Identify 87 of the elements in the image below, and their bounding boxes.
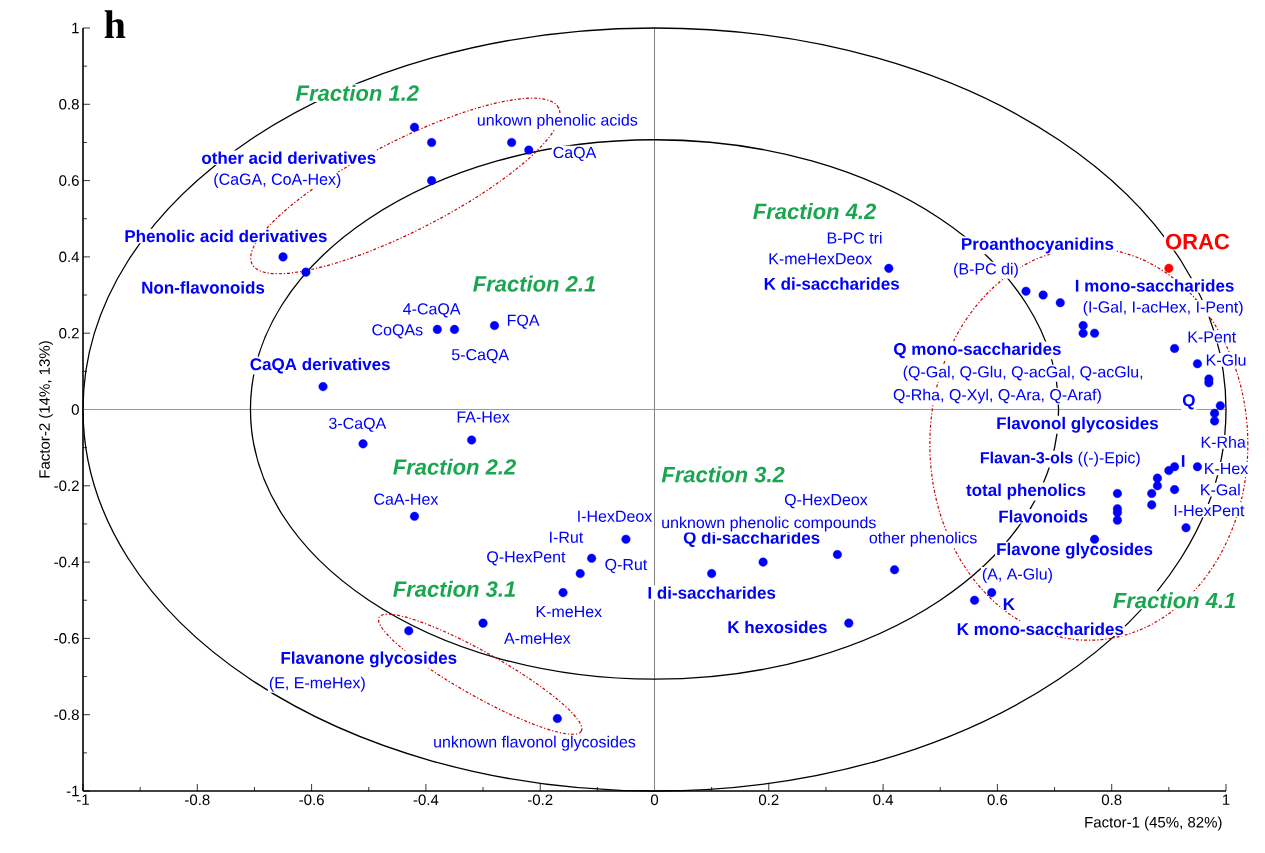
annotation: CoQAs [372, 324, 423, 339]
annotation: K hexosides [728, 620, 827, 634]
annotation: unknown flavonol glycosides [434, 735, 636, 751]
annotation: (B-PC di) [954, 262, 1018, 278]
annotation: Fraction 3.2 [661, 466, 785, 483]
annotation: I-HexDeox [578, 510, 653, 522]
annotation: Flavonoids [999, 510, 1088, 523]
annotation: Phenolic acid derivatives [125, 229, 327, 243]
annotation: Fraction 3.1 [393, 580, 516, 597]
y-tick-label: -0.4 [54, 556, 80, 568]
annotation: Fraction 2.1 [473, 275, 596, 292]
x-tick-label: -0.2 [527, 794, 553, 806]
y-axis-title: Factor-2 (14%, 13%) [38, 341, 53, 478]
annotation: Q-Rha, Q-Xyl, Q-Ara, Q-Araf) [893, 388, 1101, 404]
annotation: (A, A-Glu) [982, 568, 1052, 583]
x-tick-label: -0.6 [299, 794, 324, 806]
annotation: Proanthocyanidins [962, 237, 1114, 254]
annotation: Non-flavonoids [142, 281, 265, 294]
annotation: K-Hex [1205, 463, 1249, 475]
annotation: Q mono-saccharides [894, 342, 1061, 359]
annotation: ORAC [1165, 233, 1230, 250]
annotation: Q-HexPent [487, 551, 566, 566]
annotation: CaA-Hex [374, 493, 439, 505]
annotation: I-HexPent [1174, 505, 1245, 517]
y-tick-label: 0 [71, 404, 79, 415]
annotation: other phenolics [869, 531, 977, 547]
annotation: (E, E-meHex) [269, 676, 365, 692]
annotation: K [1003, 598, 1015, 610]
annotation: K-meHexDeox [769, 253, 873, 265]
annotation: Flavanone glycosides [281, 651, 457, 668]
chart-title: h [104, 10, 126, 39]
annotation: Q [1182, 394, 1195, 410]
annotation: I di-saccharides [648, 586, 776, 599]
annotation: Fraction 2.2 [393, 458, 516, 475]
x-tick-label: -0.8 [185, 794, 210, 806]
annotation: CaQA [553, 146, 597, 161]
annotation: Q-Rut [605, 558, 648, 574]
y-tick-label: -1 [66, 785, 79, 797]
y-tick-label: 0.8 [59, 98, 79, 110]
annotation: K di-saccharides [764, 277, 899, 290]
annotation: K-Rha [1201, 436, 1246, 448]
y-tick-label: 0.2 [59, 327, 79, 339]
annotation: B-PC tri [827, 231, 882, 244]
y-tick-label: -0.2 [54, 480, 79, 492]
annotation: 4-CaQA [403, 303, 461, 318]
annotation: (I-Gal, I-acHex, I-Pent) [1083, 300, 1243, 316]
annotation: (CaGA, CoA-Hex) [214, 173, 341, 189]
x-tick-label: 0.2 [758, 794, 779, 806]
annotation: CaQA derivatives [250, 357, 390, 374]
x-tick-label: 0.6 [987, 794, 1008, 806]
annotation: K-meHex [536, 606, 602, 618]
annotation: FQA [507, 314, 540, 329]
annotation: K-Gal [1201, 483, 1240, 496]
y-tick-label: 0.4 [59, 251, 80, 263]
annotation: total phenolics [966, 483, 1086, 500]
y-tick-label: 1 [72, 22, 79, 34]
annotation: Fraction 1.2 [295, 84, 419, 101]
annotation: K-Glu [1206, 354, 1246, 366]
annotation: Fraction 4.1 [1113, 592, 1236, 609]
annotation: Fraction 4.2 [753, 203, 877, 220]
annotation: K-Pent [1188, 331, 1237, 343]
x-tick-label: 1 [1222, 794, 1230, 805]
annotation: Flavan-3-ols ((-)-Epic) [980, 451, 1140, 467]
annotation: I-Rut [550, 531, 584, 543]
annotation: Flavonol glycosides [997, 416, 1158, 433]
annotation: FA-Hex [457, 411, 510, 423]
annotation: I [1181, 455, 1185, 467]
x-axis-title: Factor-1 (45%, 82%) [1085, 816, 1222, 831]
annotation: unkown phenolic acids [477, 114, 638, 129]
annotation: Flavone glycosides [997, 542, 1153, 559]
x-tick-label: -0.4 [413, 794, 439, 806]
annotation: 3-CaQA [329, 417, 387, 432]
x-tick-label: 0.8 [1101, 794, 1122, 806]
x-tick-label: 0.4 [873, 794, 894, 806]
annotation: (Q-Gal, Q-Glu, Q-acGal, Q-acGlu, [903, 365, 1143, 381]
annotation: unknown phenolic compounds [662, 516, 876, 532]
annotation: 5-CaQA [451, 348, 510, 364]
y-tick-label: 0.6 [59, 175, 79, 186]
annotation: I mono-saccharides [1075, 279, 1234, 292]
y-tick-label: -0.8 [54, 709, 79, 720]
annotation: other acid derivatives [202, 151, 376, 164]
x-tick-label: 0 [650, 794, 659, 806]
annotation: Q-HexDeox [784, 493, 868, 509]
annotation: A-meHex [504, 632, 571, 644]
annotation: K mono-saccharides [957, 622, 1124, 636]
annotation: Q di-saccharides [683, 531, 820, 548]
y-tick-label: -0.6 [54, 633, 79, 644]
